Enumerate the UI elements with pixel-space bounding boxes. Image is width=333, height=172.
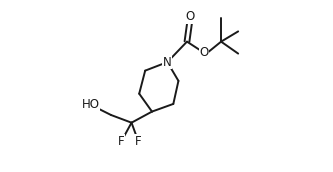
Text: O: O — [199, 46, 209, 59]
Text: F: F — [135, 135, 142, 148]
Text: F: F — [118, 135, 125, 148]
Text: N: N — [163, 56, 172, 69]
Text: O: O — [186, 10, 195, 23]
Text: HO: HO — [82, 98, 100, 111]
